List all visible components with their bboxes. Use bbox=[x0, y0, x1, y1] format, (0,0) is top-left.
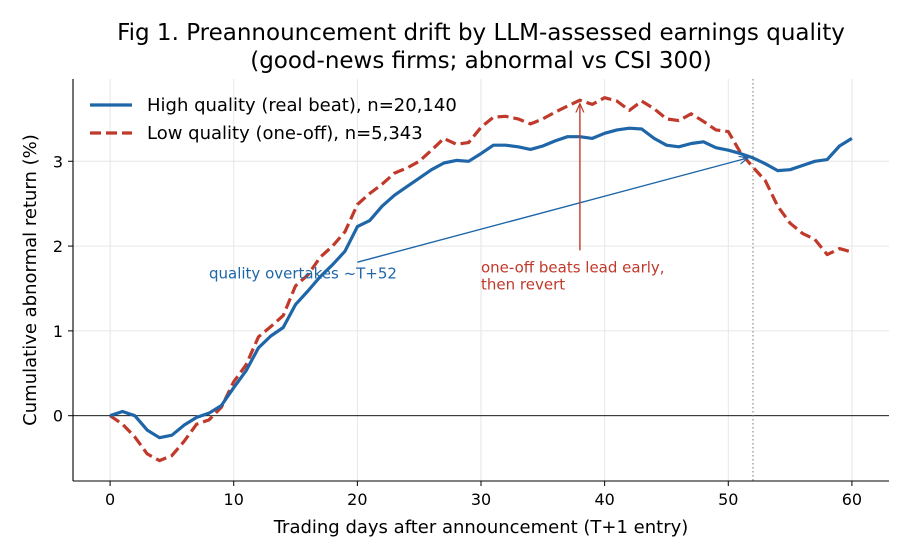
annotation-arrow-quality bbox=[357, 158, 748, 263]
legend-label-high-quality: High quality (real beat), n=20,140 bbox=[147, 95, 457, 116]
grid bbox=[73, 79, 889, 481]
annotation-text-quality: quality overtakes ~T+52 bbox=[209, 264, 397, 282]
y-tick-label: 1 bbox=[53, 322, 63, 341]
series-line-high-quality bbox=[109, 126, 853, 440]
chart-title-line2: (good-news firms; abnormal vs CSI 300) bbox=[250, 48, 712, 74]
y-tick-label: 3 bbox=[53, 152, 63, 171]
chart-title-line1: Fig 1. Preannouncement drift by LLM-asse… bbox=[117, 20, 845, 46]
y-tick-label: 2 bbox=[53, 237, 63, 256]
annotation-text-oneoff: then revert bbox=[481, 275, 565, 293]
x-tick-label: 10 bbox=[224, 490, 244, 509]
series-layer bbox=[109, 96, 853, 463]
x-tick-label: 60 bbox=[842, 490, 862, 509]
legend: High quality (real beat), n=20,140 Low q… bbox=[90, 95, 457, 144]
x-tick-label: 20 bbox=[347, 490, 367, 509]
series-line-low-quality bbox=[109, 96, 853, 463]
x-tick-label: 40 bbox=[594, 490, 614, 509]
x-axis-label: Trading days after announcement (T+1 ent… bbox=[273, 517, 689, 538]
x-tick-label: 0 bbox=[105, 490, 115, 509]
x-tick-label: 30 bbox=[471, 490, 491, 509]
y-axis-label: Cumulative abnormal return (%) bbox=[20, 134, 41, 426]
x-tick-label: 50 bbox=[718, 490, 738, 509]
x-ticks: 0 10 20 30 40 50 60 bbox=[105, 481, 862, 509]
annotation-text-oneoff: one-off beats lead early, bbox=[481, 258, 665, 276]
annotation-layer: quality overtakes ~T+52 one-off beats lea… bbox=[209, 104, 748, 293]
y-tick-label: 0 bbox=[53, 407, 63, 426]
legend-label-low-quality: Low quality (one-off), n=5,343 bbox=[147, 123, 423, 144]
y-ticks: 0 1 2 3 bbox=[53, 152, 73, 426]
